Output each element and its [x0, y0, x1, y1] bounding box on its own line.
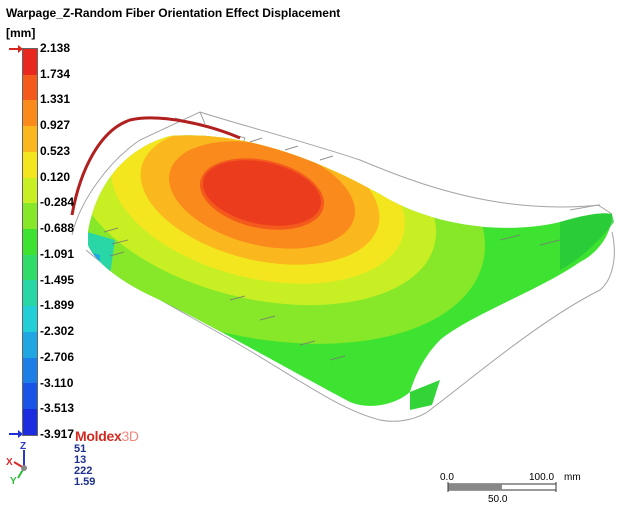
legend-color-segment — [23, 357, 37, 384]
legend-color-segment — [23, 306, 37, 332]
legend-unit: [mm] — [6, 26, 36, 40]
legend-min-marker-icon — [9, 430, 23, 438]
legend-tick-label: -1.899 — [40, 298, 75, 313]
scale-right-label: 100.0 — [529, 472, 554, 483]
legend-color-segment — [23, 383, 37, 410]
legend-tick-label: 0.523 — [40, 143, 71, 158]
axis-triad-icon[interactable]: Z X Y — [4, 440, 44, 486]
view-value: 222 — [74, 465, 93, 477]
color-legend-bar — [22, 48, 38, 436]
legend-tick-label: 1.331 — [40, 92, 71, 107]
legend-tick-label: -2.706 — [40, 349, 75, 364]
legend-tick-label: 1.734 — [40, 66, 71, 81]
legend-tick-label: 0.927 — [40, 118, 71, 133]
legend-color-segment — [23, 254, 37, 281]
legend-tick-label: -1.495 — [40, 272, 75, 287]
legend-color-segment — [23, 126, 37, 152]
scale-unit-label: mm — [564, 472, 581, 483]
axis-z-label: Z — [20, 441, 26, 452]
legend-color-segment — [23, 229, 37, 255]
legend-color-segment — [23, 177, 37, 204]
legend-tick-label: -3.110 — [40, 375, 74, 390]
scale-bar: 0.0 100.0 mm 50.0 — [440, 472, 581, 504]
legend-color-segment — [23, 49, 37, 75]
logo-text: Moldex — [75, 428, 122, 444]
rib-details — [103, 137, 561, 361]
logo-text-3d: 3D — [121, 428, 139, 444]
moldex3d-logo: Moldex3D — [75, 428, 139, 444]
deformed-edge-curve — [70, 116, 241, 216]
legend-color-segment — [23, 74, 37, 101]
legend-color-segment — [23, 203, 37, 230]
legend-max-marker-icon — [9, 45, 23, 53]
legend-color-segment — [23, 280, 37, 307]
axis-x-label: X — [6, 457, 13, 468]
legend-tick-label: 0.120 — [40, 169, 71, 184]
scale-mid-label: 50.0 — [488, 494, 508, 504]
view-values: 51 13 222 1.59 — [74, 444, 95, 488]
view-value: 13 — [74, 454, 87, 466]
legend-tick-label: -2.302 — [40, 324, 75, 339]
scale-left-label: 0.0 — [440, 472, 454, 483]
view-value: 1.59 — [74, 476, 96, 488]
result-title: Warpage_Z-Random Fiber Orientation Effec… — [6, 6, 341, 20]
legend-tick-label: -1.091 — [40, 246, 75, 261]
legend-color-segment — [23, 331, 37, 358]
legend-color-segment — [23, 409, 37, 435]
legend-tick-label: -3.917 — [40, 427, 75, 441]
legend-color-segment — [23, 151, 37, 178]
legend-color-segment — [23, 100, 37, 127]
legend-tick-label: -0.688 — [40, 221, 75, 236]
view-value: 51 — [74, 443, 87, 455]
axis-y-label: Y — [10, 476, 17, 486]
legend-tick-label: -3.513 — [40, 401, 75, 416]
legend-tick-label: -0.284 — [40, 195, 75, 210]
legend-tick-label: 2.138 — [40, 41, 71, 55]
